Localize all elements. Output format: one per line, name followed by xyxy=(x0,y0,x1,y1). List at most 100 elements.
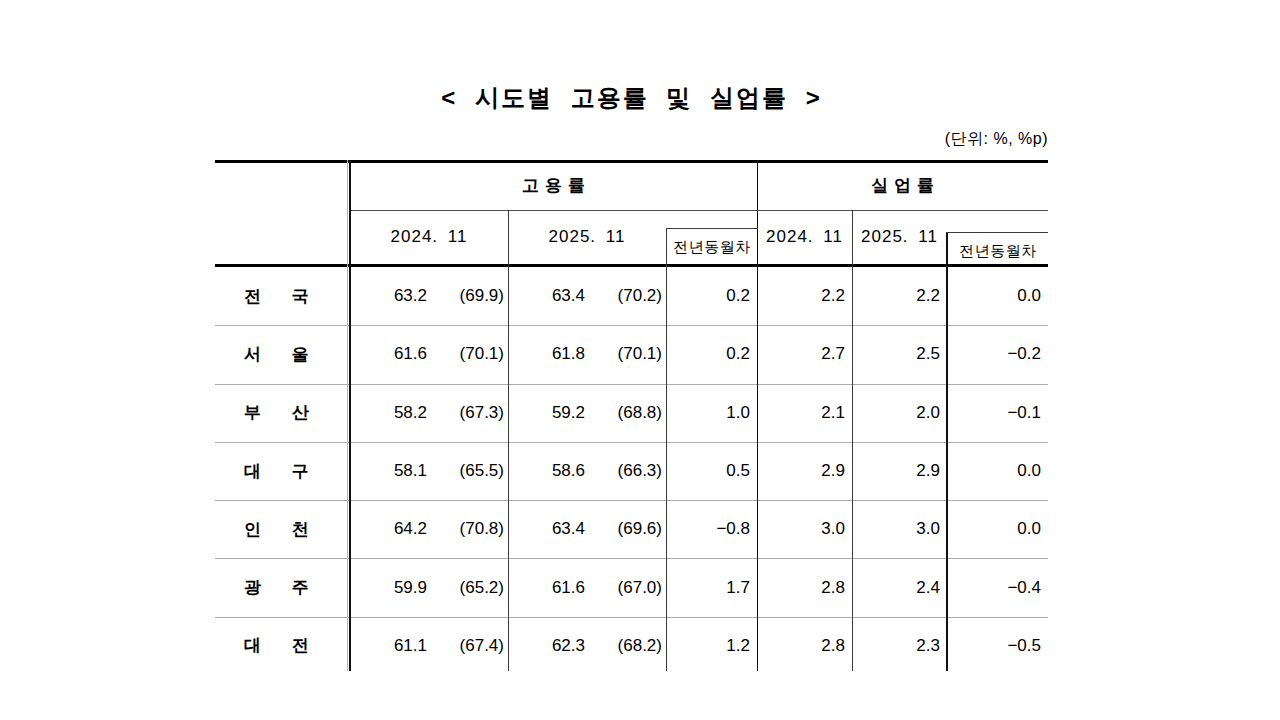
region-cell: 인 천 xyxy=(215,500,350,558)
unemp-2025-cell: 2.0 xyxy=(852,384,947,442)
emp-2024-value: 64.2 xyxy=(350,519,427,539)
unemp-2024-cell: 2.8 xyxy=(757,558,852,616)
region-cell: 광 주 xyxy=(215,558,350,616)
emp-2024-cell: 58.1 (65.5) xyxy=(350,442,508,500)
table-row: 광 주 59.9 (65.2) 61.6 (67.0) 1.7 2.8 2.4 … xyxy=(215,558,1048,616)
emp-diff-cell: 0.2 xyxy=(666,325,757,383)
emp-2024-value: 63.2 xyxy=(350,286,427,306)
emp-2024-paren: (67.4) xyxy=(427,636,504,656)
region-cell: 서 울 xyxy=(215,325,350,383)
page-title: < 시도별 고용률 및 실업률 > xyxy=(215,82,1048,116)
emp-2024-cell: 64.2 (70.8) xyxy=(350,500,508,558)
unemp-diff-cell: −0.2 xyxy=(947,325,1048,383)
emp-2024-cell: 58.2 (67.3) xyxy=(350,384,508,442)
emp-2025-cell: 58.6 (66.3) xyxy=(508,442,666,500)
emp-2024-value: 58.2 xyxy=(350,403,427,423)
col-group-employment: 고용률 xyxy=(350,160,757,210)
unemp-2024-cell: 2.8 xyxy=(757,617,852,671)
emp-2024-value: 61.6 xyxy=(350,344,427,364)
emp-2024-cell: 63.2 (69.9) xyxy=(350,267,508,325)
emp-2025-value: 63.4 xyxy=(508,519,585,539)
emp-2024-paren: (65.2) xyxy=(427,578,504,598)
unemp-diff-cell: −0.4 xyxy=(947,558,1048,616)
unemp-2025-cell: 2.5 xyxy=(852,325,947,383)
emp-2025-paren: (69.6) xyxy=(585,519,662,539)
emp-2024-cell: 61.1 (67.4) xyxy=(350,617,508,671)
unemp-2025-cell: 2.9 xyxy=(852,442,947,500)
emp-2025-paren: (70.2) xyxy=(585,286,662,306)
region-cell: 대 구 xyxy=(215,442,350,500)
emp-diff-cell: 0.5 xyxy=(666,442,757,500)
emp-2024-paren: (70.1) xyxy=(427,344,504,364)
emp-2025-cell: 63.4 (69.6) xyxy=(508,500,666,558)
emp-2025-value: 63.4 xyxy=(508,286,585,306)
table-row: 서 울 61.6 (70.1) 61.8 (70.1) 0.2 2.7 2.5 … xyxy=(215,325,1048,383)
emp-2025-cell: 61.8 (70.1) xyxy=(508,325,666,383)
emp-2024-value: 59.9 xyxy=(350,578,427,598)
region-label: 전 국 xyxy=(244,285,309,308)
header-emp-2025: 2025. 11 xyxy=(508,210,666,264)
unemp-diff-cell: −0.1 xyxy=(947,384,1048,442)
emp-2025-paren: (66.3) xyxy=(585,461,662,481)
table-row: 인 천 64.2 (70.8) 63.4 (69.6) −0.8 3.0 3.0… xyxy=(215,500,1048,558)
emp-2024-cell: 59.9 (65.2) xyxy=(350,558,508,616)
emp-2024-cell: 61.6 (70.1) xyxy=(350,325,508,383)
emp-2024-paren: (65.5) xyxy=(427,461,504,481)
emp-2025-paren: (68.2) xyxy=(585,636,662,656)
header-unemp-diff: 전년동월차 xyxy=(948,233,1048,269)
col-group-unemployment: 실업률 xyxy=(757,160,1048,210)
emp-2025-value: 61.6 xyxy=(508,578,585,598)
emp-2025-value: 61.8 xyxy=(508,344,585,364)
unemp-2024-cell: 2.9 xyxy=(757,442,852,500)
unemp-2025-cell: 3.0 xyxy=(852,500,947,558)
emp-2024-paren: (67.3) xyxy=(427,403,504,423)
unit-note: (단위: %, %p) xyxy=(215,129,1048,151)
region-label: 대 전 xyxy=(244,634,309,657)
unemp-diff-cell: 0.0 xyxy=(947,267,1048,325)
emp-2024-paren: (70.8) xyxy=(427,519,504,539)
emp-2025-paren: (67.0) xyxy=(585,578,662,598)
emp-2024-value: 58.1 xyxy=(350,461,427,481)
region-label: 서 울 xyxy=(244,343,309,366)
unemp-2024-cell: 2.7 xyxy=(757,325,852,383)
emp-2025-cell: 62.3 (68.2) xyxy=(508,617,666,671)
unemp-2024-cell: 3.0 xyxy=(757,500,852,558)
unemp-2024-cell: 2.2 xyxy=(757,267,852,325)
table-body: 전 국 63.2 (69.9) 63.4 (70.2) 0.2 2.2 2.2 … xyxy=(215,267,1048,671)
document-page: < 시도별 고용률 및 실업률 > (단위: %, %p) 고용률 실업률 20… xyxy=(0,0,1280,720)
emp-diff-cell: 1.0 xyxy=(666,384,757,442)
header-unemp-2025: 2025. 11 xyxy=(852,210,947,264)
emp-2024-value: 61.1 xyxy=(350,636,427,656)
table-row: 대 전 61.1 (67.4) 62.3 (68.2) 1.2 2.8 2.3 … xyxy=(215,617,1048,671)
unemp-2025-cell: 2.3 xyxy=(852,617,947,671)
region-label: 인 천 xyxy=(244,518,309,541)
region-label: 광 주 xyxy=(244,576,309,599)
emp-2025-paren: (68.8) xyxy=(585,403,662,423)
emp-2025-value: 58.6 xyxy=(508,461,585,481)
region-label: 부 산 xyxy=(244,401,309,424)
emp-2025-value: 62.3 xyxy=(508,636,585,656)
unemp-2024-cell: 2.1 xyxy=(757,384,852,442)
emp-2024-paren: (69.9) xyxy=(427,286,504,306)
header-emp-diff: 전년동월차 xyxy=(667,229,757,265)
emp-2025-value: 59.2 xyxy=(508,403,585,423)
emp-2025-cell: 63.4 (70.2) xyxy=(508,267,666,325)
region-cell: 부 산 xyxy=(215,384,350,442)
table-row: 부 산 58.2 (67.3) 59.2 (68.8) 1.0 2.1 2.0 … xyxy=(215,384,1048,442)
unemp-diff-cell: 0.0 xyxy=(947,500,1048,558)
unemp-diff-cell: 0.0 xyxy=(947,442,1048,500)
unemp-2025-cell: 2.2 xyxy=(852,267,947,325)
table-row: 대 구 58.1 (65.5) 58.6 (66.3) 0.5 2.9 2.9 … xyxy=(215,442,1048,500)
region-label: 대 구 xyxy=(244,460,309,483)
emp-diff-cell: 0.2 xyxy=(666,267,757,325)
emp-2025-paren: (70.1) xyxy=(585,344,662,364)
emp-2025-cell: 61.6 (67.0) xyxy=(508,558,666,616)
region-cell: 대 전 xyxy=(215,617,350,671)
unemp-diff-cell: −0.5 xyxy=(947,617,1048,671)
unemp-2025-cell: 2.4 xyxy=(852,558,947,616)
table-row: 전 국 63.2 (69.9) 63.4 (70.2) 0.2 2.2 2.2 … xyxy=(215,267,1048,325)
header-unemp-2024: 2024. 11 xyxy=(757,210,852,264)
emp-2025-cell: 59.2 (68.8) xyxy=(508,384,666,442)
emp-diff-cell: 1.2 xyxy=(666,617,757,671)
emp-diff-cell: −0.8 xyxy=(666,500,757,558)
